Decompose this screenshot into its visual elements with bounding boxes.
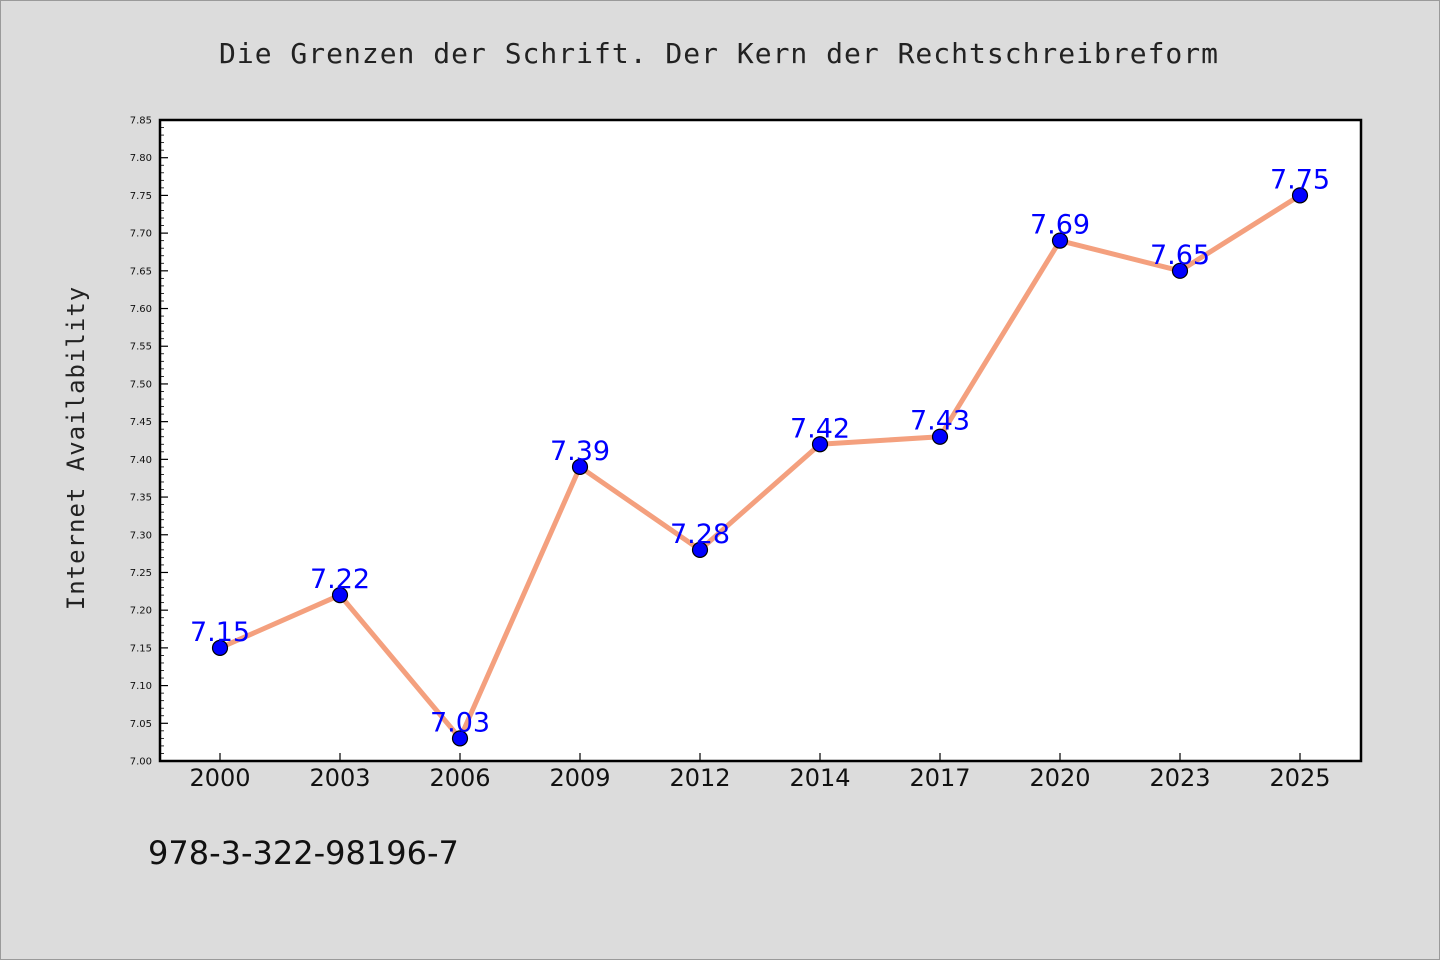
data-label: 7.15 <box>190 617 250 648</box>
data-markers <box>211 187 1309 747</box>
data-point <box>931 428 949 445</box>
y-tick-label: 7.60 <box>130 304 152 315</box>
chart-title: Die Grenzen der Schrift. Der Kern der Re… <box>219 37 1219 70</box>
y-tick-label: 7.00 <box>130 757 152 768</box>
x-tick-label: 2020 <box>1029 764 1090 792</box>
y-tick-label: 7.20 <box>130 606 152 617</box>
y-tick-label: 7.70 <box>130 229 152 240</box>
data-point <box>1051 232 1069 249</box>
data-label: 7.39 <box>550 436 610 467</box>
y-tick-label: 7.10 <box>130 681 152 692</box>
y-tick-label: 7.45 <box>130 417 152 428</box>
data-label: 7.42 <box>790 413 850 444</box>
y-tick-label: 7.80 <box>130 153 152 164</box>
data-label: 7.69 <box>1030 210 1090 241</box>
x-tick-label: 2014 <box>789 764 850 792</box>
data-point <box>451 730 469 747</box>
data-label: 7.28 <box>670 519 730 550</box>
y-axis: 7.00 7.05 7.10 7.15 7.20 7.25 7.30 7.35 7.40 7.45… <box>130 116 168 768</box>
data-label: 7.22 <box>310 564 370 595</box>
y-tick-label: 7.15 <box>130 643 152 654</box>
data-label: 7.43 <box>910 406 970 437</box>
x-tick-label: 2003 <box>309 764 370 792</box>
x-axis: 2000 2003 2006 2009 2012 2014 2017 2020 2023 2025 <box>189 753 1331 792</box>
y-tick-label: 7.25 <box>130 568 152 579</box>
x-tick-label: 2012 <box>669 764 730 792</box>
y-tick-label: 7.50 <box>130 379 152 390</box>
series-line <box>218 193 1302 741</box>
y-tick-label: 7.40 <box>130 455 152 466</box>
y-tick-label: 7.75 <box>130 191 152 202</box>
data-point <box>811 436 829 453</box>
x-tick-label: 2000 <box>189 764 250 792</box>
data-point <box>571 458 589 475</box>
x-tick-label: 2017 <box>909 764 970 792</box>
y-tick-label: 7.35 <box>130 493 152 504</box>
data-point <box>331 586 349 604</box>
y-axis-label: Internet Availability <box>62 286 90 610</box>
data-point <box>1171 262 1189 279</box>
data-label: 7.75 <box>1270 164 1330 195</box>
data-labels: 7.15 7.22 7.03 7.39 7.28 7.42 7.43 7.69 7.65 7.75 <box>190 164 1330 738</box>
y-tick-label: 7.05 <box>130 719 152 730</box>
y-tick-label: 7.65 <box>130 266 152 277</box>
x-tick-label: 2006 <box>429 764 490 792</box>
plot-area <box>158 118 1363 763</box>
x-tick-label: 2023 <box>1149 764 1210 792</box>
y-tick-label: 7.55 <box>130 342 152 353</box>
data-label: 7.03 <box>430 707 490 738</box>
y-tick-label: 7.30 <box>130 530 152 541</box>
isbn-text: 978-3-322-98196-7 <box>148 834 459 872</box>
x-tick-label: 2009 <box>549 764 610 792</box>
x-tick-label: 2025 <box>1269 764 1330 792</box>
data-point <box>691 541 709 558</box>
data-label: 7.65 <box>1150 240 1210 271</box>
data-point <box>211 639 229 656</box>
y-tick-label: 7.85 <box>130 116 152 127</box>
data-point <box>1291 187 1309 204</box>
